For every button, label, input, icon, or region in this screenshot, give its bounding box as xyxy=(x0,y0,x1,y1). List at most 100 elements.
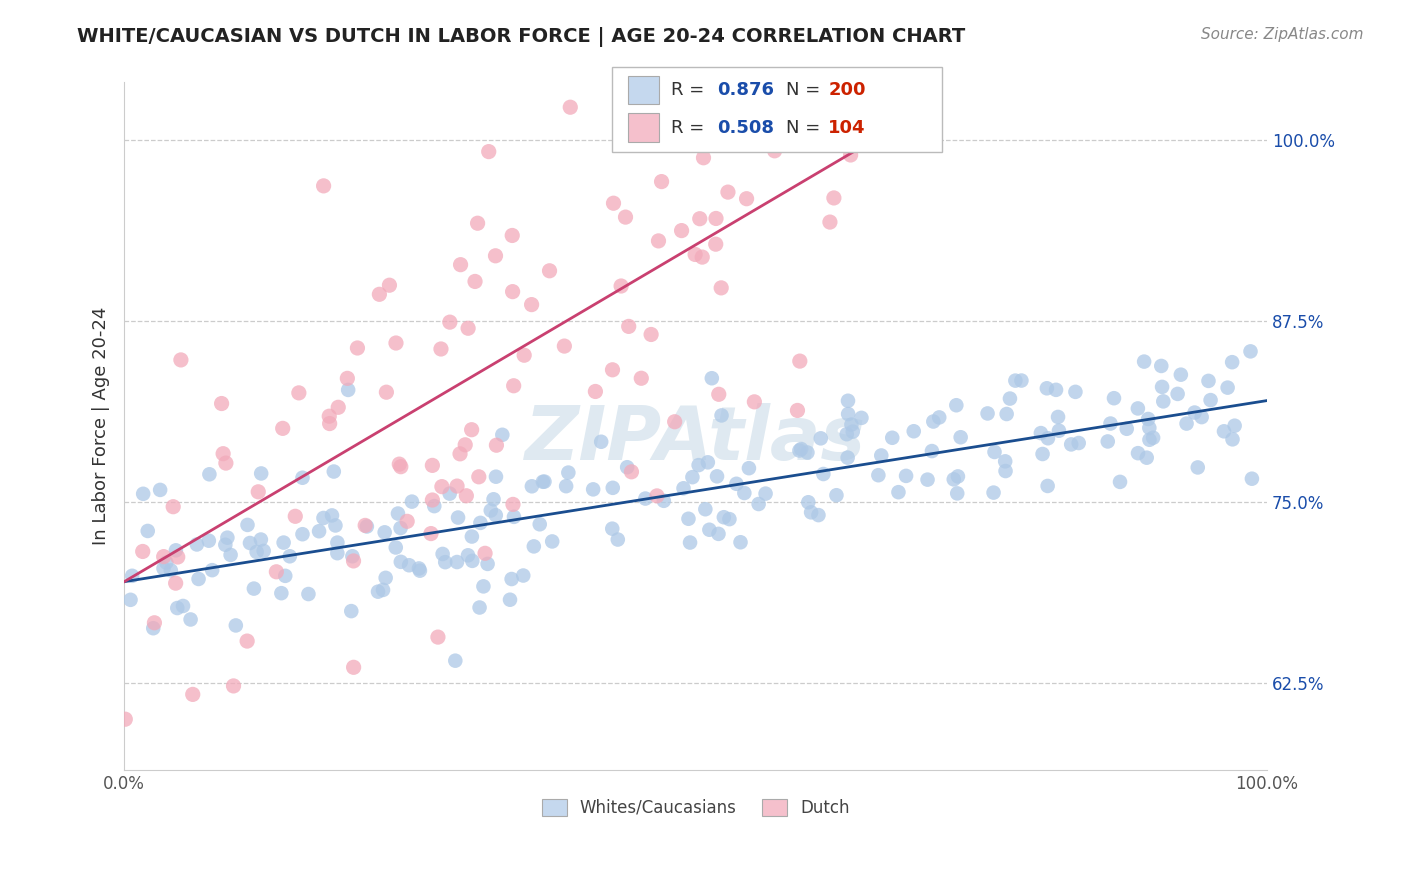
Point xyxy=(998,392,1021,406)
Point xyxy=(1097,434,1119,449)
Point xyxy=(212,447,235,461)
Point xyxy=(738,461,761,475)
Point xyxy=(818,215,841,229)
Point xyxy=(1036,431,1059,445)
Point xyxy=(560,100,582,114)
Text: R =: R = xyxy=(671,119,710,136)
Point xyxy=(181,687,204,701)
Point xyxy=(491,427,513,442)
Point xyxy=(946,469,969,483)
Point xyxy=(1045,383,1067,397)
Point xyxy=(706,469,728,483)
Point xyxy=(696,455,718,469)
Point xyxy=(1137,421,1160,435)
Point xyxy=(388,457,411,471)
Point xyxy=(136,524,159,538)
Point xyxy=(738,75,761,89)
Point xyxy=(839,148,862,162)
Point xyxy=(1137,412,1160,426)
Point xyxy=(460,423,482,437)
Point xyxy=(647,234,669,248)
Point xyxy=(326,535,349,549)
Point xyxy=(797,495,820,509)
Point xyxy=(725,476,748,491)
Point xyxy=(763,144,786,158)
Point xyxy=(374,571,396,585)
Point xyxy=(1223,418,1246,433)
Point xyxy=(1152,394,1174,409)
Point xyxy=(354,518,377,533)
Point xyxy=(247,484,270,499)
Point xyxy=(239,536,262,550)
Point xyxy=(1170,368,1192,382)
Point xyxy=(222,679,245,693)
Point xyxy=(186,537,208,551)
Point xyxy=(356,519,378,533)
Text: 0.508: 0.508 xyxy=(717,119,775,136)
Point xyxy=(790,442,813,456)
Point xyxy=(620,465,643,479)
Point xyxy=(447,510,470,524)
Point xyxy=(318,417,340,431)
Point xyxy=(652,493,675,508)
Point xyxy=(477,557,499,571)
Point xyxy=(1216,381,1239,395)
Point xyxy=(707,387,730,401)
Point xyxy=(120,592,142,607)
Point xyxy=(409,564,432,578)
Point xyxy=(180,612,202,626)
Point xyxy=(813,467,835,481)
Point xyxy=(634,491,657,506)
Point xyxy=(430,480,453,494)
Point xyxy=(983,485,1005,500)
Point xyxy=(796,445,818,459)
Point xyxy=(165,543,187,558)
Point xyxy=(246,545,269,559)
Point xyxy=(461,529,484,543)
Point xyxy=(800,505,823,519)
Point xyxy=(422,493,444,508)
Point xyxy=(1198,374,1220,388)
Point xyxy=(704,211,727,226)
Point xyxy=(610,279,633,293)
Point xyxy=(337,383,360,397)
Point xyxy=(446,479,468,493)
Point xyxy=(602,363,624,377)
Point xyxy=(312,511,335,525)
Point xyxy=(1136,450,1159,465)
Point xyxy=(270,586,292,600)
Point xyxy=(219,548,242,562)
Point xyxy=(1036,381,1059,395)
Point xyxy=(396,514,419,528)
Point xyxy=(420,526,443,541)
Point xyxy=(1029,426,1052,441)
Point xyxy=(695,502,717,516)
Point xyxy=(434,555,457,569)
Point xyxy=(837,393,859,408)
Point xyxy=(689,211,711,226)
Point xyxy=(346,341,368,355)
Text: Source: ZipAtlas.com: Source: ZipAtlas.com xyxy=(1201,27,1364,42)
Point xyxy=(423,499,446,513)
Point xyxy=(672,481,695,495)
Point xyxy=(704,237,727,252)
Point xyxy=(149,483,172,497)
Point xyxy=(1199,393,1222,408)
Point xyxy=(531,475,554,489)
Point xyxy=(690,250,713,264)
Point xyxy=(449,447,471,461)
Point xyxy=(132,544,155,558)
Point xyxy=(217,531,239,545)
Point xyxy=(236,634,259,648)
Point xyxy=(868,468,890,483)
Point xyxy=(374,525,396,540)
Point xyxy=(1142,431,1164,445)
Point xyxy=(389,555,412,569)
Point xyxy=(291,527,314,541)
Point xyxy=(699,523,721,537)
Point xyxy=(444,654,467,668)
Point xyxy=(225,618,247,632)
Point xyxy=(671,224,693,238)
Point xyxy=(1115,422,1137,436)
Point xyxy=(815,75,838,89)
